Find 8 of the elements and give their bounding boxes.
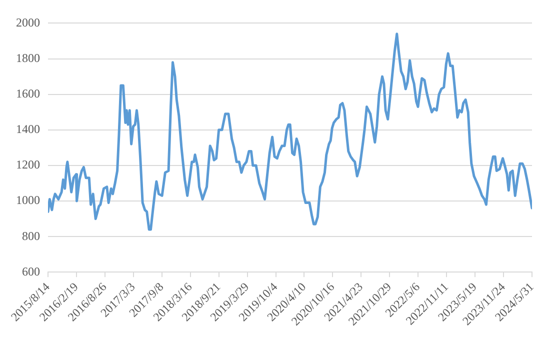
y-tick-label: 1200 bbox=[16, 158, 40, 172]
y-tick-label: 1600 bbox=[16, 86, 40, 100]
y-tick-label: 2000 bbox=[16, 15, 40, 30]
y-tick-label: 1400 bbox=[16, 122, 40, 136]
y-tick-label: 1000 bbox=[16, 193, 40, 208]
y-tick-label: 1800 bbox=[16, 50, 40, 65]
y-tick-label: 800 bbox=[22, 228, 40, 243]
y-tick-label: 600 bbox=[22, 264, 40, 278]
